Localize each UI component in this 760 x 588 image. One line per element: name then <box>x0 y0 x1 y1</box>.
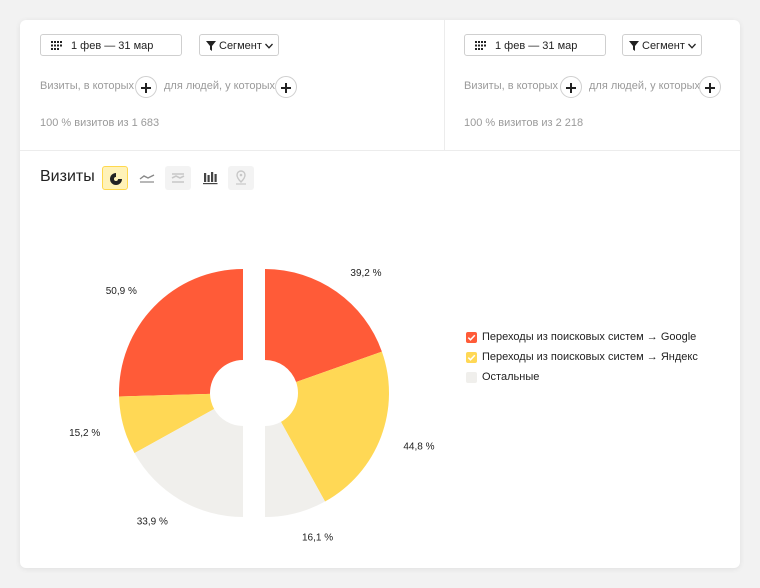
legend-label: Остальные <box>482 371 540 383</box>
date-range-button[interactable]: 1 фев — 31 мар <box>464 34 606 56</box>
report-card: 1 фев — 31 мар Сегмент Визиты, в которых… <box>20 20 740 568</box>
pie-view-button[interactable] <box>102 166 128 190</box>
area-view-button[interactable] <box>165 166 191 190</box>
area-view-icon <box>171 173 185 183</box>
add-visit-condition-button[interactable] <box>135 76 157 98</box>
visits-where-label: Визиты, в которых <box>464 80 558 92</box>
data-label: 15,2 % <box>69 428 100 439</box>
segment-label: Сегмент <box>642 40 685 52</box>
pie-view-icon <box>110 172 123 185</box>
line-view-icon <box>139 174 155 183</box>
check-icon <box>467 334 476 341</box>
date-range-button[interactable]: 1 фев — 31 мар <box>40 34 182 56</box>
segments-panel: 1 фев — 31 мар Сегмент Визиты, в которых… <box>20 20 740 151</box>
pie-chart: 50,9 % 15,2 % 33,9 % 39,2 % 44,8 % 16,1 % <box>69 268 435 543</box>
date-range-label: 1 фев — 31 мар <box>495 40 578 52</box>
legend-swatch-yandex[interactable] <box>466 352 477 363</box>
map-view-icon <box>236 170 246 185</box>
pie-slice[interactable] <box>118 269 243 397</box>
bar-view-icon <box>203 172 218 185</box>
data-label: 44,8 % <box>403 441 434 452</box>
legend-swatch-other[interactable] <box>466 372 477 383</box>
visits-summary: 100 % визитов из 2 218 <box>464 117 584 129</box>
segment-button[interactable]: Сегмент <box>199 34 279 56</box>
map-view-button[interactable] <box>228 166 254 190</box>
report-title: Визиты <box>40 168 95 185</box>
visits-where-label: Визиты, в которых <box>40 80 134 92</box>
segment-a: 1 фев — 31 мар Сегмент Визиты, в которых… <box>20 20 445 150</box>
pie-slice[interactable] <box>280 351 389 502</box>
legend-label: Переходы из поисковых систем → Google <box>482 331 697 343</box>
check-icon <box>467 354 476 361</box>
date-range-label: 1 фев — 31 мар <box>71 40 154 52</box>
filter-icon <box>629 41 639 51</box>
data-label: 33,9 % <box>137 517 168 528</box>
people-where-label: для людей, у которых <box>589 80 700 92</box>
calendar-icon <box>475 41 486 50</box>
add-people-condition-button[interactable] <box>275 76 297 98</box>
data-label: 16,1 % <box>302 532 333 543</box>
add-visit-condition-button[interactable] <box>560 76 582 98</box>
people-where-label: для людей, у которых <box>164 80 275 92</box>
segment-label: Сегмент <box>219 40 262 52</box>
pie-slice[interactable] <box>265 421 326 517</box>
segment-b: 1 фев — 31 мар Сегмент Визиты, в которых… <box>445 20 740 150</box>
chevron-down-icon <box>688 43 696 49</box>
filter-icon <box>206 41 216 51</box>
data-label: 50,9 % <box>106 286 137 297</box>
segment-button[interactable]: Сегмент <box>622 34 702 56</box>
pie-slice[interactable] <box>265 269 382 382</box>
line-view-button[interactable] <box>134 166 160 190</box>
pie-slice[interactable] <box>134 408 243 517</box>
chevron-down-icon <box>265 43 273 49</box>
visits-summary: 100 % визитов из 1 683 <box>40 117 160 129</box>
legend-swatch-google[interactable] <box>466 332 477 343</box>
data-label: 39,2 % <box>350 268 381 279</box>
calendar-icon <box>51 41 62 50</box>
pie-slice[interactable] <box>119 393 215 454</box>
legend-label: Переходы из поисковых систем → Яндекс <box>482 351 698 363</box>
bar-view-button[interactable] <box>197 166 223 190</box>
add-people-condition-button[interactable] <box>699 76 721 98</box>
